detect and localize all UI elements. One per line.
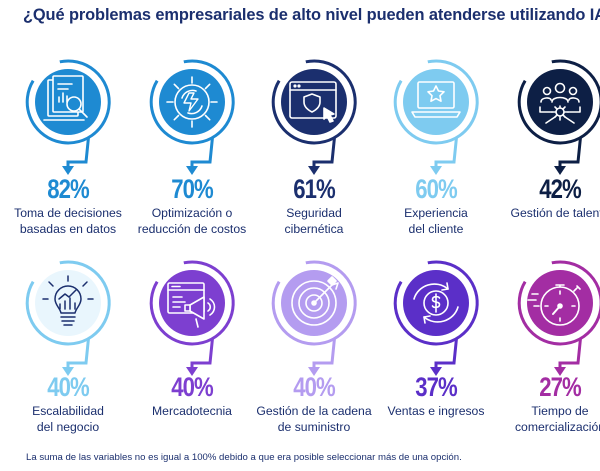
item-graphic (393, 260, 479, 376)
pointer-arrow (308, 367, 320, 376)
footnote: La suma de las variables no es igual a 1… (26, 452, 462, 463)
item-label-line-1: Gestión de la cadena (256, 404, 372, 418)
icon-circle (35, 270, 101, 336)
item-percent: 40% (293, 372, 335, 402)
item-graphic (25, 260, 111, 376)
item-label: Optimización o reducción de costos (122, 206, 262, 237)
item-graphic (393, 59, 479, 175)
icon-circle (527, 69, 593, 135)
ring-arc (271, 59, 357, 145)
lightbulb-growth-icon (42, 275, 94, 326)
item-label-line-1: Escalabilidad (32, 404, 104, 418)
gear-optimization-icon (166, 76, 218, 128)
item-percent: 61% (293, 174, 335, 204)
ring-arc (517, 260, 600, 346)
item-percent: 82% (47, 174, 89, 204)
pointer-arrow (186, 166, 198, 175)
item-graphic (271, 59, 357, 175)
item-label: Escalabilidad del negocio (0, 404, 138, 435)
pointer-line (434, 137, 458, 168)
pointer-line (66, 137, 90, 168)
ring-arc (25, 260, 111, 346)
icon-circle (403, 69, 469, 135)
item-label-line-2: del cliente (408, 221, 464, 236)
item-percent: 60% (415, 174, 457, 204)
item-label: Ventas e ingresos (366, 404, 506, 420)
item-graphic (149, 260, 235, 376)
ring-arc (25, 59, 111, 145)
item-percent: 40% (47, 372, 89, 402)
item-label: Gestión de la cadena de suministro (244, 404, 384, 435)
item-percent: 27% (539, 372, 581, 402)
item-label-line-2: del negocio (36, 419, 100, 434)
talent-network-icon (539, 82, 581, 124)
marketing-megaphone-icon (167, 282, 216, 328)
pointer-arrow (308, 166, 320, 175)
pointer-line (66, 338, 90, 369)
target-arrow-icon (291, 276, 339, 326)
item-graphic (517, 59, 600, 175)
cyber-shield-icon (289, 81, 337, 123)
customer-experience-icon (411, 81, 461, 118)
pointer-line (190, 137, 214, 168)
item-percent: 70% (171, 174, 213, 204)
item-label-line-2: de suministro (277, 419, 351, 434)
item-percent: 37% (415, 372, 457, 402)
pointer-line (558, 137, 582, 168)
item-label-line-2: basadas en datos (19, 221, 117, 236)
pointer-arrow (554, 166, 566, 175)
item-graphic (271, 260, 357, 376)
item-percent: 40% (171, 372, 213, 402)
item-label: Seguridad cibernética (244, 206, 384, 237)
item-graphic (25, 59, 111, 175)
item-label-line-1: Ventas e ingresos (387, 404, 485, 418)
page-title: ¿Qué problemas empresariales de alto niv… (23, 6, 600, 24)
pointer-arrow (554, 367, 566, 376)
item-label-line-1: Gestión de talento (510, 206, 600, 220)
item-label-line-1: Toma de decisiones (14, 206, 122, 220)
pointer-line (312, 137, 336, 168)
item-label-line-1: Tiempo de (531, 404, 589, 418)
pointer-arrow (430, 166, 442, 175)
pointer-line (558, 338, 582, 369)
item-graphic (517, 260, 600, 376)
ring-arc (271, 260, 357, 346)
item-percent: 42% (539, 174, 581, 204)
pointer-arrow (186, 367, 198, 376)
item-label-line-1: Mercadotecnia (152, 404, 232, 418)
stopwatch-icon (527, 284, 581, 326)
pointer-arrow (62, 166, 74, 175)
ring-arc (517, 59, 600, 145)
ring-arc (393, 260, 479, 346)
item-label-line-2: reducción de costos (137, 221, 247, 236)
ring-arc (393, 59, 479, 145)
ring-arc (149, 260, 235, 346)
item-label-line-2: comercialización (514, 419, 600, 434)
ring-arc (149, 59, 235, 145)
item-label: Mercadotecnia (122, 404, 262, 420)
pointer-line (312, 338, 336, 369)
item-label: Toma de decisiones basadas en datos (0, 206, 138, 237)
item-label: Tiempo de comercialización (490, 404, 600, 435)
pointer-arrow (430, 367, 442, 376)
item-label-line-1: Seguridad (286, 206, 342, 220)
report-analysis-icon (43, 75, 88, 121)
item-graphic (149, 59, 235, 175)
item-label: Experiencia del cliente (366, 206, 506, 237)
item-label-line-1: Optimización o (151, 206, 233, 220)
icon-circle (527, 270, 593, 336)
icon-circle (281, 69, 347, 135)
pointer-arrow (62, 367, 74, 376)
money-exchange-icon (413, 282, 459, 324)
pointer-line (190, 338, 214, 369)
item-label-line-1: Experiencia (404, 206, 468, 220)
item-label: Gestión de talento (490, 206, 600, 222)
pointer-line (434, 338, 458, 369)
item-label-line-2: cibernética (284, 221, 344, 236)
